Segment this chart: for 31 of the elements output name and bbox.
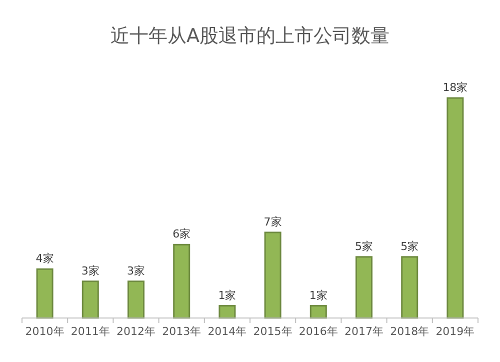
bar xyxy=(401,256,418,319)
data-label: 1家 xyxy=(218,288,236,302)
data-label: 5家 xyxy=(400,240,419,253)
x-tick-label: 2011年 xyxy=(70,325,110,338)
bar xyxy=(264,232,282,319)
x-tick-label: 2015年 xyxy=(253,325,292,338)
bar xyxy=(310,305,327,319)
data-label: 5家 xyxy=(355,240,373,253)
x-tick-label: 2016年 xyxy=(298,325,338,338)
bar xyxy=(446,97,464,319)
data-label: 7家 xyxy=(264,215,282,228)
bar xyxy=(173,244,190,319)
bar xyxy=(128,280,144,319)
bar xyxy=(36,268,54,319)
x-tick-label: 2017年 xyxy=(344,325,384,338)
x-tick-label: 2018年 xyxy=(390,325,430,338)
bar xyxy=(218,305,236,319)
data-label: 18家 xyxy=(442,81,468,94)
x-tick-label: 2012年 xyxy=(116,325,156,338)
bar xyxy=(82,280,99,319)
x-tick-label: 2010年 xyxy=(25,325,64,338)
data-label: 4家 xyxy=(36,252,54,266)
bar xyxy=(356,256,372,319)
x-tick-label: 2019年 xyxy=(436,325,475,338)
x-tick-label: 2013年 xyxy=(162,325,202,338)
x-tick-label: 2014年 xyxy=(208,325,247,338)
data-label: 3家 xyxy=(81,264,100,278)
data-label: 3家 xyxy=(127,264,145,278)
data-label: 6家 xyxy=(172,228,191,241)
data-label: 1家 xyxy=(309,288,328,302)
chart-title: 近十年从A股退市的上市公司数量 xyxy=(110,25,390,47)
